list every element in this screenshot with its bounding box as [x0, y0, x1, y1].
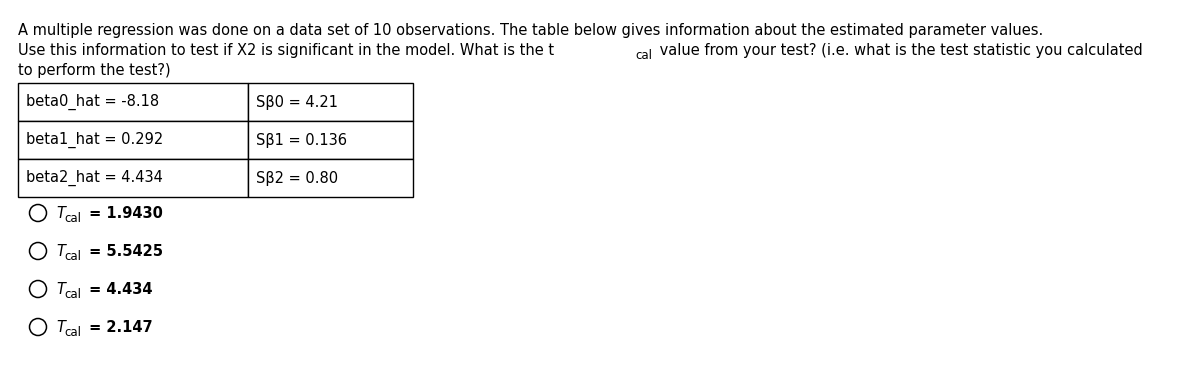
Bar — [18, 83, 248, 121]
Text: T: T — [56, 282, 65, 296]
Text: cal: cal — [65, 326, 82, 339]
Text: Use this information to test if X2 is significant in the model. What is the t: Use this information to test if X2 is si… — [18, 43, 554, 58]
Text: A multiple regression was done on a data set of 10 observations. The table below: A multiple regression was done on a data… — [18, 23, 1043, 38]
Bar — [248, 159, 413, 197]
Text: beta2_hat = 4.434: beta2_hat = 4.434 — [26, 170, 163, 186]
Text: = 2.147: = 2.147 — [84, 319, 152, 334]
Text: T: T — [56, 244, 65, 259]
Bar — [18, 159, 248, 197]
Bar — [248, 83, 413, 121]
Text: beta0_hat = -8.18: beta0_hat = -8.18 — [26, 94, 160, 110]
Text: Sβ0 = 4.21: Sβ0 = 4.21 — [256, 95, 338, 110]
Bar — [248, 121, 413, 159]
Text: = 1.9430: = 1.9430 — [84, 206, 163, 221]
Bar — [18, 121, 248, 159]
Text: cal: cal — [65, 212, 82, 225]
Text: Sβ2 = 0.80: Sβ2 = 0.80 — [256, 170, 338, 185]
Text: T: T — [56, 206, 65, 221]
Text: cal: cal — [65, 288, 82, 301]
Text: cal: cal — [65, 250, 82, 263]
Text: T: T — [56, 319, 65, 334]
Text: cal: cal — [636, 49, 653, 62]
Text: = 5.5425: = 5.5425 — [84, 244, 163, 259]
Text: Sβ1 = 0.136: Sβ1 = 0.136 — [256, 133, 347, 147]
Text: beta1_hat = 0.292: beta1_hat = 0.292 — [26, 132, 163, 148]
Text: value from your test? (i.e. what is the test statistic you calculated: value from your test? (i.e. what is the … — [655, 43, 1142, 58]
Text: = 4.434: = 4.434 — [84, 282, 152, 296]
Text: to perform the test?): to perform the test?) — [18, 63, 170, 78]
